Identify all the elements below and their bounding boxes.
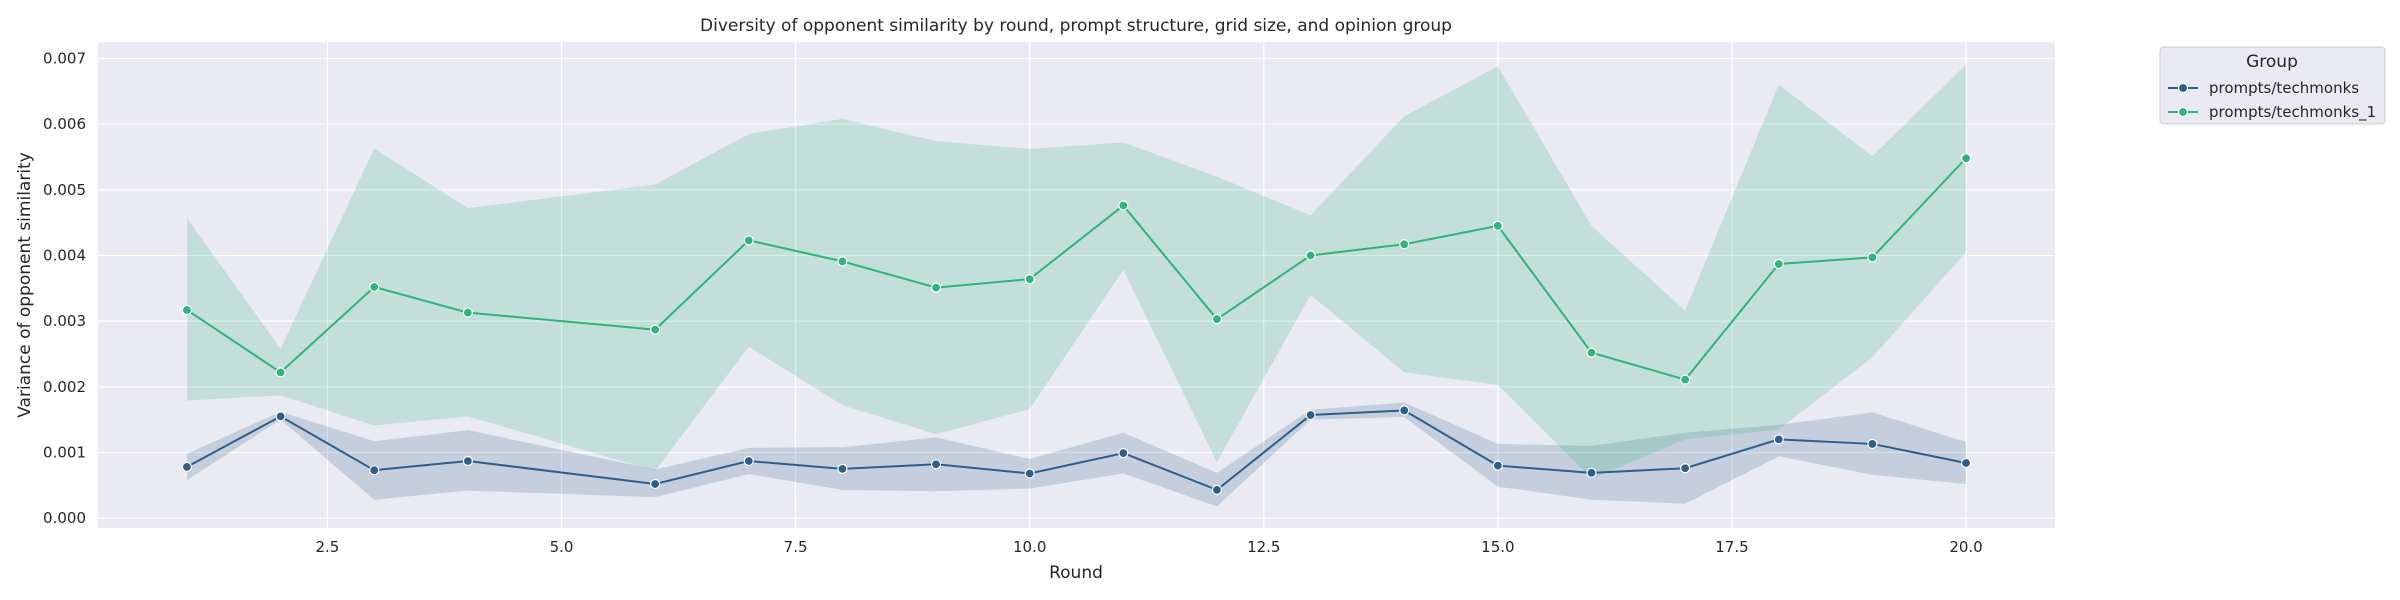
data-point (743, 235, 754, 246)
data-point (1118, 448, 1129, 459)
x-tick-label: 12.5 (1247, 538, 1280, 556)
data-point (1960, 457, 1972, 469)
data-point (1960, 153, 1972, 164)
data-point (837, 463, 848, 474)
y-tick-label: 0.004 (43, 246, 86, 264)
data-point (1305, 409, 1316, 421)
legend-title: Group (2246, 52, 2298, 72)
y-tick-labels: 0.000 0.001 0.002 0.003 0.004 0.005 0.006 0.007 (43, 49, 86, 527)
data-point (650, 324, 661, 335)
x-tick-label: 2.5 (315, 538, 339, 556)
x-tick-label: 20.0 (1949, 538, 1982, 556)
data-point (1024, 273, 1035, 285)
data-point (930, 459, 942, 470)
data-point (650, 478, 661, 490)
data-point (1305, 250, 1316, 261)
grid-lines (98, 42, 2055, 528)
data-point (1118, 200, 1129, 211)
x-tick-label: 15.0 (1481, 538, 1514, 556)
data-point (743, 455, 754, 467)
data-point (1680, 374, 1691, 385)
x-tick-label: 10.0 (1013, 538, 1046, 556)
data-point (462, 307, 473, 318)
legend-label: prompts/techmonks (2209, 79, 2359, 97)
legend-box (2159, 46, 2386, 125)
data-point (181, 304, 193, 316)
legend-marker (2177, 82, 2189, 94)
data-point (930, 282, 942, 293)
plot-background (98, 42, 2055, 528)
confidence-band-2 (186, 64, 1967, 479)
y-tick-label: 0.005 (43, 181, 86, 199)
data-point (462, 455, 473, 467)
legend-entries: prompts/techmonks prompts/techmonks_1 (2168, 79, 2376, 122)
data-point (1399, 405, 1410, 416)
x-tick-label: 7.5 (784, 538, 808, 556)
data-point (369, 465, 380, 476)
data-point (1773, 258, 1784, 270)
data-point (275, 367, 286, 378)
data-point (1586, 347, 1597, 358)
data-point (1211, 484, 1223, 496)
data-point (837, 256, 848, 267)
legend-marker (2177, 106, 2189, 118)
data-point (1492, 460, 1503, 471)
series-points (181, 153, 1972, 496)
data-point (1211, 314, 1223, 325)
x-tick-labels: 2.5 5.0 7.5 10.0 12.5 15.0 17.5 20.0 (315, 538, 1982, 556)
y-tick-label: 0.002 (43, 378, 86, 396)
data-point (1773, 434, 1784, 445)
data-point (275, 411, 286, 422)
x-tick-label: 17.5 (1715, 538, 1748, 556)
data-point (369, 281, 380, 293)
y-tick-label: 0.000 (43, 509, 86, 527)
data-point (1867, 252, 1878, 263)
x-tick-label: 5.0 (550, 538, 574, 556)
legend-label: prompts/techmonks_1 (2209, 103, 2376, 122)
data-point (1492, 220, 1503, 231)
x-axis-label: Round (1049, 563, 1103, 583)
y-tick-label: 0.007 (43, 49, 86, 67)
data-point (1680, 463, 1691, 474)
y-tick-label: 0.001 (43, 443, 86, 461)
y-axis-label: Variance of opponent similarity (15, 152, 35, 418)
chart-title: Diversity of opponent similarity by roun… (700, 16, 1452, 36)
data-point (1024, 468, 1035, 479)
y-tick-label: 0.003 (43, 312, 86, 330)
legend: Group prompts/techmonksprompts/techmonks… (2159, 46, 2386, 125)
data-point (1399, 239, 1410, 250)
data-point (1867, 438, 1878, 450)
data-point (1586, 467, 1597, 478)
data-point (181, 461, 193, 473)
y-tick-label: 0.006 (43, 115, 86, 133)
